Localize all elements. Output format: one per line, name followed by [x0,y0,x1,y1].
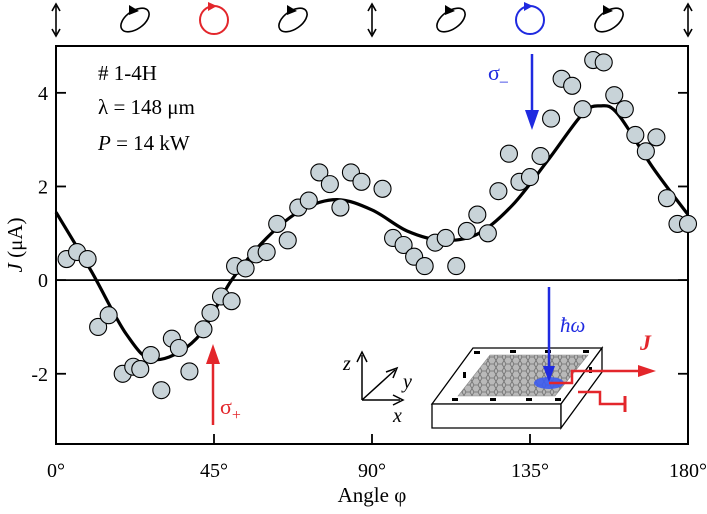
data-point [310,163,329,182]
sigma-plus-label: σ+ [220,394,241,424]
data-point [141,345,160,365]
data-point [636,142,655,161]
y-tick-label: 0 [38,270,48,292]
y-axis-label: J (μA) [3,218,27,273]
sigma-minus-arrowhead [525,110,539,130]
data-point [268,214,287,233]
contact-wire [578,390,624,406]
data-point [373,179,392,198]
data-point [499,144,518,163]
data-point [222,292,241,311]
data-point [169,338,188,358]
linear-polarization-icon [51,2,61,38]
data-point [563,76,582,95]
data-point [447,257,466,276]
axis-z-label: z [342,353,351,375]
axis-ticks: 0° 45° 90° 135° 180° -2 0 2 4 [31,83,707,482]
current-label: J [639,330,652,355]
photon-arrowhead [543,366,555,382]
data-point [236,259,255,278]
x-tick-label: 180° [669,460,707,482]
data-point [457,221,476,241]
data-point [331,198,350,217]
data-point [489,182,508,201]
data-point [99,306,118,325]
x-tick-label: 0° [47,460,65,482]
elliptic-polarization-icon [120,5,150,33]
x-tick-label: 90° [358,460,386,482]
inset-coordinate-axes: z y x [342,350,412,427]
current-arrowhead [638,365,656,377]
data-point [678,214,698,233]
data-point [131,360,150,379]
data-point [394,235,413,255]
data-point [201,303,220,322]
axis-y-label: y [401,371,412,393]
data-point [152,381,171,400]
data-point [278,231,297,250]
sample-sketch: ħω J [430,287,656,430]
circular-polarization-icon [199,2,229,35]
sigma-plus-arrowhead [206,344,220,364]
sigma-minus-label: σ– [488,60,509,90]
data-point [478,224,497,243]
data-point [89,317,108,336]
data-point [468,205,487,224]
wavelength-label: λ = 148 μm [98,95,195,119]
data-point [78,249,97,269]
data-point [615,100,634,119]
data-point [542,109,561,128]
data-point [194,320,213,339]
data-point [626,125,645,145]
y-tick-label: -2 [31,364,48,386]
x-tick-label: 135° [511,460,549,482]
data-point [257,242,276,262]
data-point [320,175,339,194]
data-point [657,189,676,208]
data-point [594,53,613,72]
x-axis-label: Angle φ [338,483,407,507]
data-point [605,86,624,105]
data-points [57,50,698,400]
sample-label: # 1-4H [98,61,157,85]
data-point [520,168,540,187]
circular-polarization-icon [515,2,545,35]
y-tick-label: 4 [38,83,48,105]
polarization-strip [51,2,693,38]
current-arrow [549,369,640,385]
data-point [415,257,434,276]
data-point [180,362,199,381]
photon-label: ħω [560,313,585,337]
power-label: P = 14 kW [97,131,190,155]
data-point [647,128,666,147]
elliptic-polarization-icon [594,5,624,33]
data-point [531,146,550,166]
data-point [299,191,318,210]
axis-x-label: x [392,405,402,427]
x-tick-label: 45° [200,460,228,482]
data-point [352,172,371,191]
data-point [573,100,592,119]
elliptic-polarization-icon [278,5,308,33]
elliptic-polarization-icon [436,5,466,33]
linear-polarization-icon [683,2,693,38]
y-tick-label: 2 [38,176,48,198]
data-point [436,228,455,248]
linear-polarization-icon [367,2,377,38]
